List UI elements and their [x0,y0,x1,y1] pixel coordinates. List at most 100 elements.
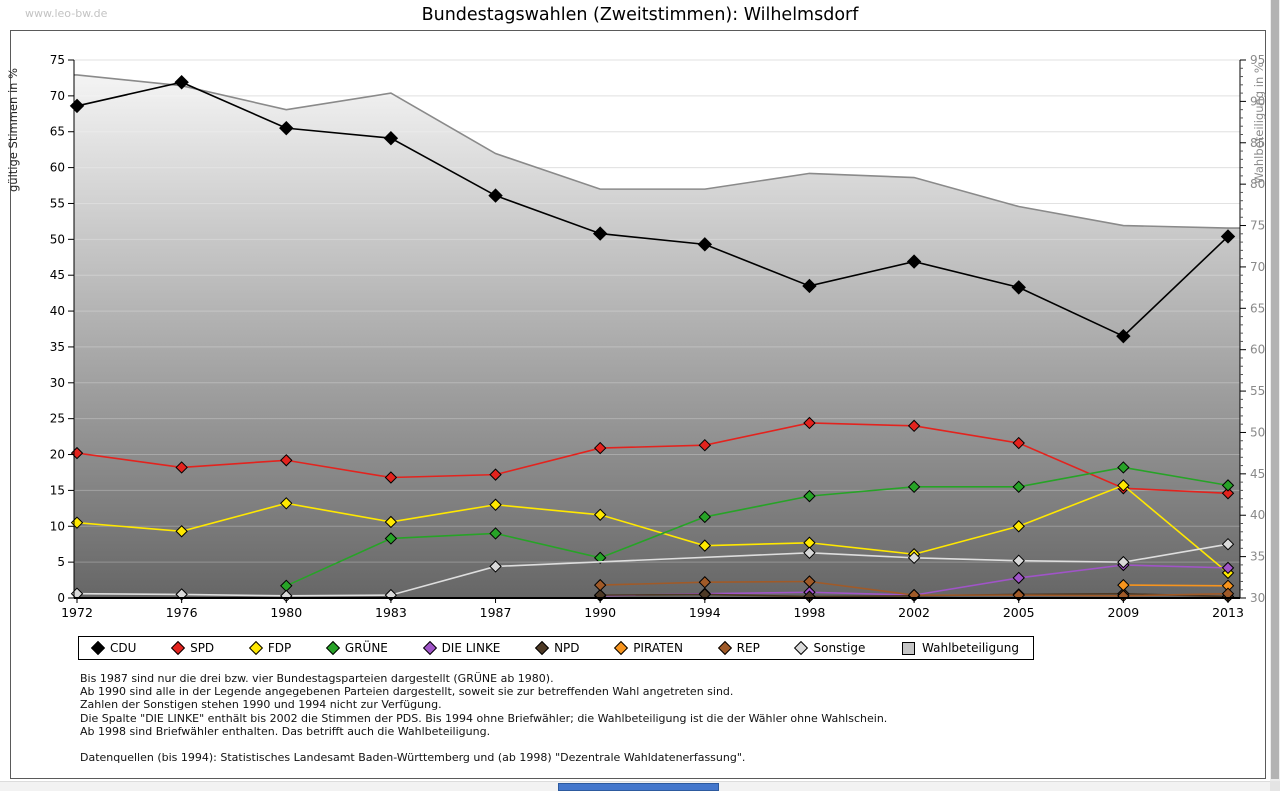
axis-tick-label: 1994 [689,605,721,620]
legend-item-grüne: GRÜNE [325,640,388,656]
axis-tick-label: 95 [1250,53,1265,67]
data-point-cdu [174,75,189,90]
footnote-line: Ab 1998 sind Briefwähler enthalten. Das … [80,724,491,738]
data-point-fdp [384,515,398,529]
axis-tick-label: 50 [50,232,65,246]
axis-tick-label: 90 [1250,94,1265,108]
axis-tick-label: 75 [1250,219,1265,233]
footnote-line: Die Spalte "DIE LINKE" enthält bis 2002 … [80,711,888,725]
legend-diamond-icon [90,640,106,656]
footnote-spacer [80,738,887,751]
axis-tick-label: 2013 [1212,605,1244,620]
legend-diamond-icon [534,640,550,656]
axis-tick-label: 65 [50,125,65,139]
data-point-sonstige [1221,537,1235,551]
axis-tick-label: 70 [50,89,65,103]
axis-tick-label: 60 [50,161,65,175]
data-point-fdp [1117,479,1130,492]
axis-tick-label: 30 [50,376,65,390]
data-point-spd [175,461,188,474]
axis-tick-label: 45 [1250,467,1265,481]
footnote-line: Bis 1987 sind nur die drei bzw. vier Bun… [80,672,554,685]
data-point-cdu [1011,280,1026,295]
axis-tick-label: 75 [50,53,65,67]
axis-tick-label: 80 [1250,177,1265,191]
axis-tick-label: 35 [1250,550,1265,564]
axis-tick-label: 1998 [794,605,826,620]
data-point-cdu [383,130,399,146]
data-point-grüne [907,480,921,494]
data-point-grüne [803,489,816,503]
legend-label: DIE LINKE [441,641,501,655]
legend-item-piraten: PIRATEN [614,640,683,656]
data-point-die-linke [1221,561,1235,575]
legend-diamond-icon [717,640,732,656]
legend-label: Sonstige [813,641,866,655]
data-point-cdu [1116,328,1131,344]
legend-label: Wahlbeteiligung [922,641,1019,655]
axis-tick-label: 50 [1250,425,1265,439]
data-point-fdp [280,497,293,510]
right-axis-title: Wahlbeteiligung in % [1252,62,1266,184]
vertical-scrollbar-thumb[interactable] [1271,0,1279,779]
data-point-cdu [592,226,608,241]
axis-tick-label: 1976 [166,605,198,620]
data-point-cdu [279,120,294,136]
data-point-grüne [593,551,607,565]
axis-tick-label: 1987 [480,605,512,620]
axis-tick-label: 30 [1250,591,1265,605]
scrollbar-corner [1270,781,1280,791]
data-point-grüne [1117,461,1130,474]
data-point-cdu [488,188,503,203]
axis-tick-label: 2009 [1107,605,1139,620]
data-point-grüne [1221,479,1235,492]
axis-tick-label: 1983 [375,605,407,620]
legend-item-spd: SPD [171,640,214,656]
chart-footnotes: Bis 1987 sind nur die drei bzw. vier Bun… [80,672,887,764]
axis-tick-label: 25 [50,412,65,426]
axis-tick-label: 2005 [1003,605,1035,620]
legend-label: FDP [267,641,292,655]
legend-item-sonstige: Sonstige [794,640,866,656]
legend-label: REP [736,641,760,655]
legend-item-npd: NPD [534,640,580,656]
axis-tick-label: 40 [50,304,65,318]
horizontal-scrollbar-thumb[interactable] [558,783,719,791]
data-point-spd [1221,487,1235,500]
footnote-line: Datenquellen (bis 1994): Statistisches L… [80,751,746,765]
data-point-fdp [489,498,502,511]
data-point-grüne [698,510,712,524]
axis-tick-label: 20 [50,448,65,462]
vertical-scrollbar[interactable] [1270,0,1280,781]
chart-title: Bundestagswahlen (Zweitstimmen): Wilhelm… [421,5,859,25]
legend-diamond-icon [325,640,340,656]
data-point-rep [698,576,712,589]
data-point-fdp [698,539,712,552]
series-line-sonstige [76,543,1229,597]
axis-tick-label: 45 [50,268,65,282]
legend-diamond-icon [794,640,809,656]
axis-tick-label: 55 [50,196,65,210]
data-point-grüne [489,527,502,540]
data-point-rep [803,575,816,588]
data-point-sonstige [489,560,502,573]
data-point-grüne [384,532,398,545]
axis-tick-label: 1980 [270,605,302,620]
watermark: www.leo-bw.de [25,7,108,20]
legend-diamond-icon [248,640,263,656]
axis-tick-label: 1972 [61,605,93,620]
axis-tick-label: 65 [1250,301,1265,315]
data-point-spd [384,471,398,484]
data-point-die-linke [1012,571,1025,585]
legend-square-icon [902,641,916,655]
data-point-fdp [175,525,188,538]
data-point-cdu [802,278,817,294]
legend-item-wahlbeteiligung: Wahlbeteiligung [902,641,1019,655]
data-point-spd [489,468,502,481]
horizontal-scrollbar[interactable] [0,781,1280,791]
data-point-rep [593,578,607,592]
legend-label: NPD [554,641,580,655]
footnote-line: Ab 1990 sind alle in der Legende angegeb… [80,685,734,699]
